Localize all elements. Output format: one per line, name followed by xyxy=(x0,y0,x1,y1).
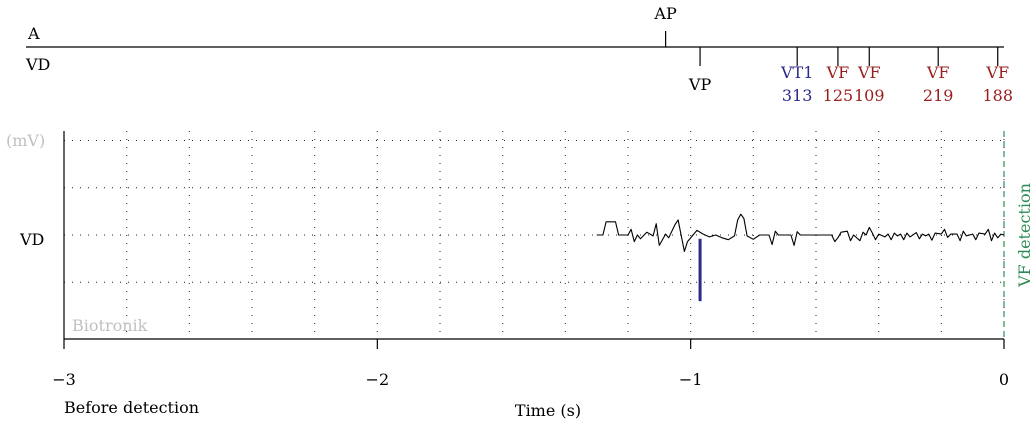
ventricular-marker-value: 188 xyxy=(982,86,1013,105)
x-axis-sublabel: Before detection xyxy=(64,398,199,417)
ventricular-marker-label: VT1 xyxy=(780,63,813,82)
x-axis-ticks: −3 −2 −1 0 xyxy=(52,339,1009,389)
ventricular-marker-value: 109 xyxy=(854,86,885,105)
atrial-channel-label: A xyxy=(27,24,40,43)
ventricular-marker-label: VF xyxy=(826,63,850,82)
x-axis-title: Time (s) xyxy=(515,401,581,420)
x-tick-label: 0 xyxy=(999,370,1009,389)
ventricular-marker-value: 125 xyxy=(823,86,854,105)
ventricular-marker-value: 313 xyxy=(782,86,813,105)
ventricular-marker-label: VF xyxy=(857,63,881,82)
x-tick-label: −2 xyxy=(366,370,390,389)
ventricular-marker-label: VF xyxy=(926,63,950,82)
ventricular-marker-label: VF xyxy=(985,63,1009,82)
grid xyxy=(64,131,1005,339)
egm-channel-label: VD xyxy=(19,230,44,249)
manufacturer-watermark: Biotronik xyxy=(72,316,148,335)
ventricular-marker-value: 219 xyxy=(923,86,954,105)
unit-label: (mV) xyxy=(6,131,45,150)
atrial-marker-label: AP xyxy=(653,4,677,23)
x-tick-label: −3 xyxy=(52,370,76,389)
egm-trace xyxy=(596,213,1005,253)
ventricular-channel-label: VD xyxy=(25,55,50,74)
x-tick-label: −1 xyxy=(679,370,703,389)
vf-detection-label: VF detection xyxy=(1015,183,1034,288)
ventricular-marker-label: VP xyxy=(688,75,712,94)
